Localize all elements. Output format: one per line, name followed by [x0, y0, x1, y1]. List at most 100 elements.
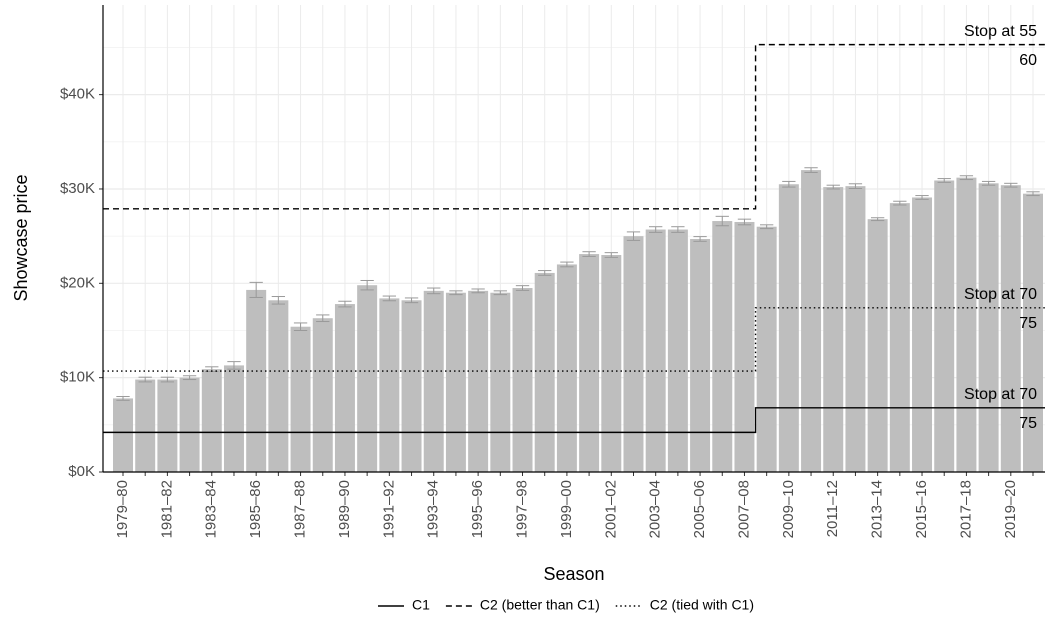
y-tick-label: $20K [60, 274, 95, 291]
error-bar [404, 297, 419, 304]
error-bar [604, 252, 618, 258]
bar [113, 398, 133, 472]
legend-item: C2 (tied with C1) [615, 597, 754, 613]
bar [468, 290, 489, 472]
error-bar [116, 396, 130, 401]
bar [712, 221, 733, 472]
bar [645, 229, 666, 472]
bar [423, 290, 444, 472]
bar [1000, 185, 1021, 472]
bar [889, 203, 910, 472]
error-bar [249, 281, 263, 298]
legend-label: C2 (better than C1) [480, 597, 600, 613]
error-bar [1026, 191, 1040, 197]
error-bar [893, 200, 907, 206]
error-bar [649, 226, 663, 233]
error-bar [227, 361, 241, 370]
x-tick-label: 2009–10 [780, 480, 797, 538]
error-bar [915, 195, 929, 200]
error-bar [737, 218, 752, 226]
bar [867, 219, 888, 472]
annotation: 75 [1019, 415, 1037, 432]
x-tick-label: 1987–88 [292, 480, 309, 538]
bar [801, 170, 822, 472]
error-bar [471, 288, 485, 294]
error-bar [671, 226, 685, 233]
bar [334, 304, 355, 472]
bar [556, 264, 577, 472]
bar [512, 288, 533, 472]
bar [934, 180, 955, 472]
bar [912, 197, 933, 472]
x-tick-label: 2017–18 [957, 480, 974, 538]
bar [135, 379, 156, 472]
y-tick-label: $10K [60, 369, 95, 386]
error-bar [826, 184, 840, 190]
error-bar [360, 279, 374, 291]
bar [845, 186, 866, 472]
bar [157, 379, 178, 472]
bar [268, 300, 289, 472]
x-axis-title: Season [543, 564, 604, 584]
legend-label: C1 [412, 597, 430, 613]
x-tick-label: 2015–16 [913, 480, 930, 538]
error-bar [981, 180, 996, 186]
error-bar [138, 376, 152, 383]
error-bar [848, 183, 863, 189]
annotation: Stop at 55 [964, 23, 1037, 40]
bar [823, 187, 844, 472]
error-bar [427, 287, 441, 295]
bar [201, 369, 222, 472]
step-line [103, 307, 1045, 372]
x-tick-label: 1991–92 [380, 480, 397, 538]
x-tick-label: 2011–12 [824, 480, 841, 537]
x-tick-label: 1997–98 [513, 480, 530, 538]
bar [534, 272, 555, 472]
error-bar [493, 290, 507, 296]
error-bar [271, 296, 286, 305]
error-bar [870, 217, 885, 222]
error-bar [693, 236, 707, 242]
bar [445, 292, 466, 472]
error-bar [959, 175, 974, 181]
x-tick-label: 1985–86 [247, 480, 264, 538]
error-bar [582, 251, 596, 257]
bar [690, 238, 711, 472]
error-bar [1004, 182, 1018, 188]
bar [623, 236, 644, 472]
error-bar [782, 180, 796, 188]
error-bar [160, 376, 175, 383]
bar [601, 255, 622, 472]
legend-item: C1 [377, 597, 430, 613]
bar [778, 184, 799, 473]
error-bar [338, 300, 352, 308]
legend-label: C2 (tied with C1) [650, 597, 754, 613]
bar [956, 177, 977, 472]
bar [290, 326, 311, 472]
x-tick-label: 1983–84 [203, 480, 220, 538]
error-bar [804, 167, 818, 173]
bar [1023, 193, 1043, 472]
error-bar [316, 314, 330, 323]
x-tick-label: 2005–06 [691, 480, 708, 538]
bar [490, 292, 511, 472]
error-bar [626, 231, 641, 241]
bar [579, 254, 600, 472]
annotation: 75 [1019, 315, 1037, 332]
error-bar [293, 322, 308, 331]
error-bar [560, 261, 574, 268]
error-bar [760, 224, 774, 230]
bar [179, 377, 200, 472]
x-tick-label: 1989–90 [336, 480, 353, 538]
bar [756, 226, 777, 472]
error-bar [937, 178, 951, 183]
bar [667, 229, 688, 472]
x-tick-label: 2003–04 [647, 480, 664, 538]
step-line [103, 43, 1045, 210]
bar [734, 221, 755, 472]
x-tick-label: 1979–80 [114, 480, 131, 538]
y-axis-title: Showcase price [11, 174, 31, 301]
bar [223, 365, 244, 472]
y-tick-label: $0K [68, 463, 95, 480]
